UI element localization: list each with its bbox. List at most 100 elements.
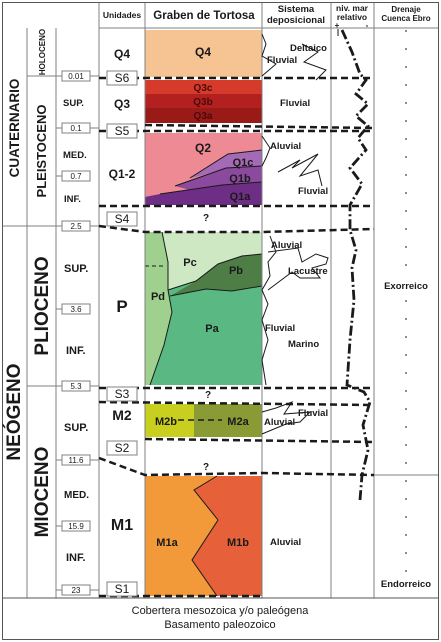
age-label: 0.7 [70, 172, 82, 181]
unit-label: Q3 [114, 97, 130, 111]
label-q3b: Q3b [193, 97, 212, 108]
period-plioceno: PLIOCENO [32, 256, 53, 355]
period-pleistoceno: PLEISTOCENO [34, 105, 49, 198]
system-label: Aluvial [271, 240, 302, 251]
age-label: 23 [72, 586, 81, 595]
surface-label: S6 [115, 71, 130, 85]
system-label: Deltaico [290, 43, 327, 54]
surface-label: S1 [115, 582, 130, 596]
label-pc: Pc [183, 257, 196, 269]
label-q3c: Q3c [194, 83, 213, 94]
footer: Cobertera mesozoica y/o paleógena Basame… [132, 605, 310, 631]
label-q2: Q2 [195, 141, 211, 155]
q1c-boundary-line [189, 149, 263, 179]
sub-label: MED. [63, 150, 87, 161]
header-graben: Graben de Tortosa [153, 10, 255, 22]
age-label: 2.5 [70, 222, 82, 231]
horizon-q3-bottom [144, 123, 375, 130]
fill-m2b [145, 404, 194, 437]
header-unidades: Unidades [103, 10, 142, 20]
surface-boxes: S6 S5 S4 S3 S2 S1 [106, 70, 138, 597]
system-label: Aluvial [264, 417, 295, 428]
age-label: 0.1 [70, 124, 82, 133]
system-label: Fluvial [267, 55, 297, 66]
period-mioceno: MIOCENO [32, 447, 53, 538]
sub-label: MED. [64, 490, 89, 501]
sub-label: SUP. [63, 98, 84, 109]
unit-label: M2 [112, 407, 132, 423]
drainage-exorreico: Exorreico [384, 281, 428, 292]
header: Unidades Graben de Tortosa Sistema depos… [103, 3, 431, 30]
label-m1a: M1a [156, 537, 178, 549]
sub-label: INF. [64, 194, 81, 205]
fill-q3c [145, 80, 262, 94]
unit-label: Q1-2 [109, 167, 136, 181]
graben-labels: Q4 Q3c Q3b Q3a Q2 Q1c Q1b Q1a ? Pc Pb Pd… [151, 45, 253, 549]
label-q1b: Q1b [229, 173, 251, 185]
pb-pa-boundary-line [169, 285, 263, 297]
label-m2a: M2a [227, 416, 249, 428]
system-label: Fluvial [265, 323, 295, 334]
fill-q1b [175, 166, 262, 190]
label-pb: Pb [229, 265, 243, 277]
label-m1b: M1b [227, 537, 249, 549]
age-boxes: 0.01 0.1 0.7 2.5 3.6 5.3 11.6 15.9 23 [61, 70, 91, 596]
label-q4: Q4 [195, 45, 211, 59]
fill-q1a [145, 182, 262, 205]
graben-fills [145, 30, 262, 596]
label-pa: Pa [205, 323, 219, 335]
graben-internal-lines [145, 149, 263, 597]
q1b-boundary-line [174, 165, 263, 187]
label-pd: Pd [151, 291, 165, 303]
age-label: 0.01 [68, 72, 84, 81]
header-nivel-2: relativo [337, 12, 367, 22]
subdivision-labels: SUP. MED. INF. SUP. INF. SUP. MED. INF. [63, 98, 89, 564]
horizon-m2-bottom [144, 437, 375, 444]
q1a-boundary-line [159, 181, 263, 195]
system-label: Aluvial [270, 141, 301, 152]
sub-label: SUP. [64, 422, 88, 434]
sub-label: INF. [66, 552, 86, 564]
header-drenaje-2: Cuenca Ebro [381, 14, 430, 23]
system-label: Fluvial [280, 98, 310, 109]
age-label: 3.6 [70, 305, 82, 314]
surface-label: S4 [115, 212, 130, 226]
header-sistema-2: deposicional [267, 15, 325, 26]
header-nivel-plus: + [335, 21, 340, 30]
sub-label: SUP. [64, 263, 88, 275]
sea-level-curve [340, 29, 372, 501]
header-nivel-minus: - [366, 21, 369, 30]
footer-line2: Basamento paleozoico [164, 619, 275, 631]
header-nivel-1: niv. mar [336, 3, 369, 13]
unit-label: Q4 [114, 47, 130, 61]
label-q3a: Q3a [194, 111, 213, 122]
m1-boundary-line [191, 475, 219, 597]
drainage-labels: Exorreico Endorreico [378, 278, 434, 590]
unit-labels: Q4 Q3 Q1-2 P M2 M1 [109, 47, 136, 534]
period-holoceno: HOLOCENO [38, 29, 47, 75]
system-label: Lacustre [288, 266, 328, 277]
fill-q3a [145, 108, 262, 123]
age-label: 11.6 [69, 456, 85, 465]
fill-q1c [190, 150, 262, 178]
era-labels: CUATERNARIO NEÓGENO HOLOCENO PLEISTOCENO… [3, 29, 53, 538]
surface-label: S3 [115, 387, 130, 401]
pc-pb-boundary-line [167, 253, 263, 291]
system-label: Aluvial [270, 537, 301, 548]
pd-boundary-line [149, 231, 173, 386]
system-zigzags [261, 33, 329, 435]
discontinuities [98, 76, 375, 598]
fill-m2a [194, 404, 262, 437]
footer-line1: Cobertera mesozoica y/o paleógena [132, 605, 310, 617]
surface-label: S5 [115, 124, 130, 138]
header-drenaje-1: Drenaje [391, 5, 421, 14]
label-q1c: Q1c [233, 157, 254, 169]
era-cuaternario: CUATERNARIO [7, 79, 22, 178]
label-unknown: ? [203, 462, 209, 473]
surface-label: S2 [115, 441, 130, 455]
fill-m1b [192, 476, 262, 596]
label-q1a: Q1a [230, 191, 252, 203]
age-label: 5.3 [70, 382, 82, 391]
horizon-s2 [98, 456, 375, 477]
